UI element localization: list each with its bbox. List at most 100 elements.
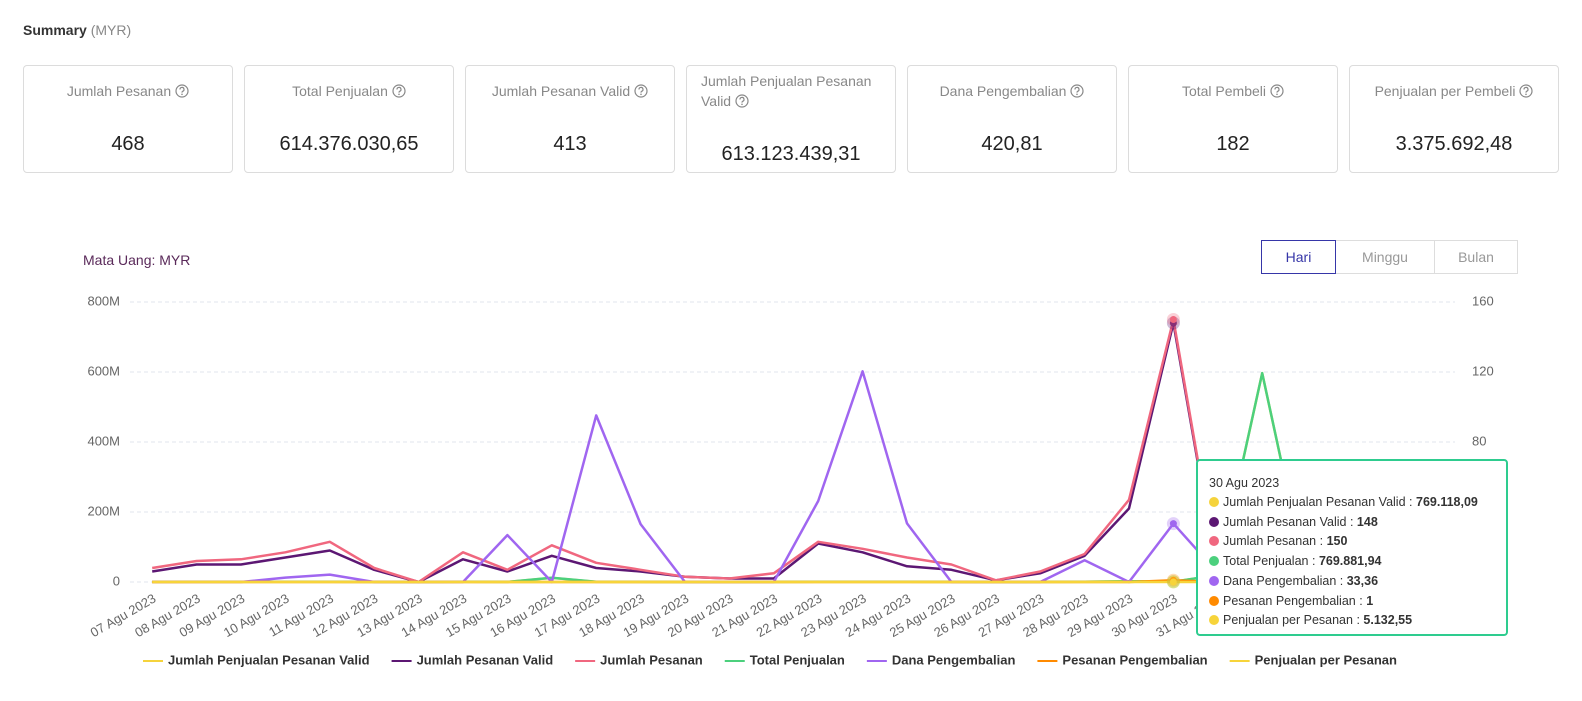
card-label: Jumlah Pesanan Valid [492,81,648,101]
tooltip-row: Pesanan Pengembalian : 1 [1209,592,1506,612]
tooltip-value: 150 [1326,534,1348,549]
help-icon[interactable] [1270,83,1284,98]
summary-title: Summary (MYR) [23,22,131,38]
tooltip-dot [1209,497,1219,507]
legend-label: Jumlah Pesanan [600,652,703,667]
tooltip-value: 769.118,09 [1416,495,1478,509]
help-icon[interactable] [1519,83,1534,98]
currency-label: Mata Uang: [83,252,156,268]
tooltip-name: Jumlah Penjualan Pesanan Valid [1223,495,1406,509]
highlight-point [1166,575,1180,589]
summary-card: Total Penjualan 614.376.030,65 [244,65,454,173]
tooltip-value: 148 [1356,514,1378,529]
summary-card: Total Pembeli 182 [1128,65,1338,173]
summary-card: Jumlah Pesanan 468 [23,65,233,173]
card-label-text: Dana Pengembalian [939,82,1067,99]
card-value: 420,81 [981,132,1043,155]
tooltip-title: 30 Agu 2023 [1209,476,1280,490]
tooltip-name: Pesanan Pengembalian [1223,593,1356,608]
summary-card: Jumlah Pesanan Valid 413 [465,65,675,173]
legend-label: Pesanan Pengembalian [1062,652,1207,667]
card-label-text: Total Penjualan [292,82,388,99]
y2-tick-label: 80 [1472,433,1486,448]
tooltip-dot [1209,595,1219,606]
tooltip: 30 Agu 2023 Jumlah Penjualan Pesanan Vali… [1196,459,1508,636]
summary-unit: (MYR) [90,22,132,38]
legend-label: Total Penjualan [750,652,845,667]
card-label: Penjualan per Pembeli [1375,81,1534,101]
summary-card: Jumlah Penjualan Pesanan Valid 613.123.43… [686,65,896,173]
highlight-point [1166,517,1180,531]
tooltip-dot [1209,615,1219,626]
card-value: 182 [1216,132,1250,155]
tooltip-separator: : [1349,514,1354,529]
tooltip-separator: : [1359,593,1363,608]
tooltip-name: Jumlah Pesanan [1223,534,1317,549]
legend-label: Jumlah Penjualan Pesanan Valid [168,652,370,667]
tooltip-dot [1209,575,1219,586]
card-label: Total Penjualan [292,81,406,101]
period-button[interactable]: Bulan [1434,240,1518,274]
y-tick-label: 200M [87,503,120,518]
tooltip-value: 33,36 [1346,573,1379,588]
y-tick-label: 600M [87,363,120,378]
help-icon[interactable] [392,83,406,98]
card-label: Jumlah Penjualan Pesanan Valid [701,71,881,111]
period-button[interactable]: Hari [1261,240,1336,274]
legend-label: Dana Pengembalian [892,652,1016,667]
card-label: Jumlah Pesanan [67,81,189,101]
card-value: 413 [553,132,587,155]
help-icon[interactable] [735,93,749,108]
tooltip-row: Jumlah Pesanan Valid : 148 [1209,513,1506,533]
card-value: 468 [111,132,145,155]
tooltip-row: Dana Pengembalian : 33,36 [1209,572,1506,592]
y-tick-label: 800M [87,293,120,308]
card-label-text: Penjualan per Pembeli [1374,82,1516,99]
summary-card: Dana Pengembalian 420,81 [907,65,1117,173]
highlight-point [1166,313,1180,326]
tooltip-name: Penjualan per Pesanan [1223,613,1353,628]
tooltip-dot [1209,536,1219,547]
legend-label: Penjualan per Pesanan [1255,652,1397,667]
tooltip-row: Jumlah Penjualan Pesanan Valid : 769.118… [1209,493,1506,513]
tooltip-name: Total Penjualan [1223,554,1309,569]
summary-cards: Jumlah Pesanan 468 Total Penjualan 614.376.… [23,65,1559,173]
card-label: Total Pembeli [1182,81,1284,101]
card-value: 613.123.439,31 [721,142,861,165]
help-icon[interactable] [175,83,189,98]
y2-tick-label: 160 [1472,293,1494,308]
tooltip-dot [1209,556,1219,567]
tooltip-dot [1209,516,1219,527]
card-value: 3.375.692,48 [1395,132,1513,155]
tooltip-value: 769.881,94 [1318,554,1382,569]
tooltip-value: 1 [1366,593,1374,608]
summary-card: Penjualan per Pembeli 3.375.692,48 [1349,65,1559,173]
y-tick-label: 0 [113,573,120,588]
card-label-text: Total Pembeli [1181,82,1267,99]
tooltip-name: Dana Pengembalian [1223,573,1337,588]
summary-label: Summary [23,22,87,38]
card-value: 614.376.030,65 [279,132,419,155]
tooltip-separator: : [1319,534,1324,549]
tooltip-name: Jumlah Pesanan Valid [1223,514,1347,529]
card-label-text: Jumlah Pesanan [66,82,172,99]
tooltip-separator: : [1356,613,1360,628]
help-icon[interactable] [634,83,648,98]
period-toggle: Hari Minggu Bulan [1261,240,1518,274]
tooltip-separator: : [1339,573,1344,588]
tooltip-value: 5.132,55 [1363,613,1413,628]
period-button[interactable]: Minggu [1335,240,1435,274]
y-tick-label: 400M [87,433,120,448]
currency-value: MYR [159,252,191,268]
currency: Mata Uang: MYR [83,252,190,268]
tooltip-row: Penjualan per Pesanan : 5.132,55 [1209,611,1506,631]
help-icon[interactable] [1070,83,1085,98]
card-label-text: Jumlah Penjualan Pesanan Valid [701,72,872,109]
tooltip-separator: : [1409,495,1413,509]
tooltip-separator: : [1311,554,1316,569]
card-label: Dana Pengembalian [940,81,1085,101]
tooltip-row: Jumlah Pesanan : 150 [1209,532,1506,552]
